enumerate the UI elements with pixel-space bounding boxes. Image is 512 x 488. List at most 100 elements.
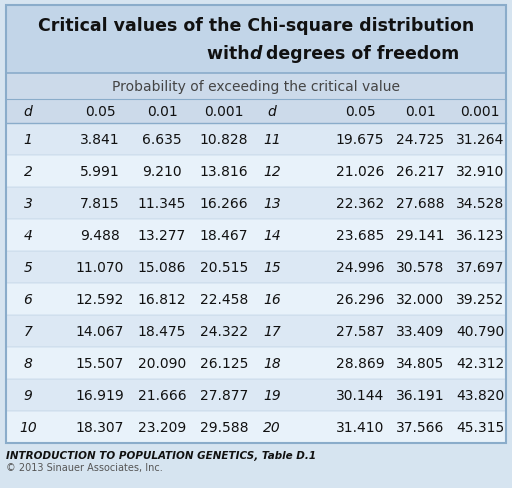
Text: 23.209: 23.209 [138,420,186,434]
Text: 8: 8 [24,356,32,370]
Text: 34.805: 34.805 [396,356,444,370]
Text: 23.685: 23.685 [336,228,384,243]
Text: 28.869: 28.869 [336,356,385,370]
Text: 39.252: 39.252 [456,292,504,306]
Text: 18.475: 18.475 [138,325,186,338]
Bar [6,74,506,100]
Text: 26.125: 26.125 [200,356,248,370]
Text: 26.296: 26.296 [336,292,384,306]
Text: 15: 15 [263,261,281,274]
Text: 45.315: 45.315 [456,420,504,434]
Text: 32.910: 32.910 [456,164,504,179]
Bar [6,220,506,251]
Text: 30.144: 30.144 [336,388,384,402]
Text: 6.635: 6.635 [142,133,182,147]
Text: 7.815: 7.815 [80,197,120,210]
Bar [6,411,506,443]
Text: 5.991: 5.991 [80,164,120,179]
Text: 13: 13 [263,197,281,210]
Text: 3.841: 3.841 [80,133,120,147]
Text: 20: 20 [263,420,281,434]
Text: 12: 12 [263,164,281,179]
Text: 26.217: 26.217 [396,164,444,179]
Text: 19.675: 19.675 [336,133,384,147]
Text: 14: 14 [263,228,281,243]
Text: 27.587: 27.587 [336,325,384,338]
Text: 40.790: 40.790 [456,325,504,338]
Text: 19: 19 [263,388,281,402]
Text: © 2013 Sinauer Associates, Inc.: © 2013 Sinauer Associates, Inc. [6,462,163,472]
Text: 36.123: 36.123 [456,228,504,243]
Text: 12.592: 12.592 [76,292,124,306]
Text: 24.996: 24.996 [336,261,384,274]
Text: 34.528: 34.528 [456,197,504,210]
Text: 16: 16 [263,292,281,306]
Text: 24.725: 24.725 [396,133,444,147]
Text: 24.322: 24.322 [200,325,248,338]
Bar [6,284,506,315]
Text: 0.01: 0.01 [146,105,177,119]
Text: 29.141: 29.141 [396,228,444,243]
Text: 37.566: 37.566 [396,420,444,434]
Text: 0.05: 0.05 [84,105,115,119]
Text: 33.409: 33.409 [396,325,444,338]
Text: 6: 6 [24,292,32,306]
Bar [6,6,506,443]
Text: 18.307: 18.307 [76,420,124,434]
Text: 2: 2 [24,164,32,179]
Text: d: d [24,105,32,119]
Text: 3: 3 [24,197,32,210]
Text: d: d [268,105,276,119]
Text: 11: 11 [263,133,281,147]
Text: 0.05: 0.05 [345,105,375,119]
Text: 9.210: 9.210 [142,164,182,179]
Text: 0.001: 0.001 [460,105,500,119]
Text: 0.001: 0.001 [204,105,244,119]
Text: 9: 9 [24,388,32,402]
Text: 30.578: 30.578 [396,261,444,274]
Text: 21.026: 21.026 [336,164,384,179]
Text: 36.191: 36.191 [396,388,444,402]
Text: 20.515: 20.515 [200,261,248,274]
Text: Critical values of the Chi-square distribution: Critical values of the Chi-square distri… [38,17,474,35]
Bar [6,379,506,411]
Bar [6,347,506,379]
Bar [6,156,506,187]
Text: 16.919: 16.919 [76,388,124,402]
Text: 4: 4 [24,228,32,243]
Text: 11.070: 11.070 [76,261,124,274]
Text: 31.264: 31.264 [456,133,504,147]
Text: 9.488: 9.488 [80,228,120,243]
Text: 16.812: 16.812 [138,292,186,306]
Bar [6,6,506,74]
Text: 16.266: 16.266 [200,197,248,210]
Text: 42.312: 42.312 [456,356,504,370]
Text: 13.816: 13.816 [200,164,248,179]
Text: 31.410: 31.410 [336,420,384,434]
Text: d: d [250,45,262,63]
Text: 29.588: 29.588 [200,420,248,434]
Text: 27.877: 27.877 [200,388,248,402]
Text: 32.000: 32.000 [396,292,444,306]
Text: 0.01: 0.01 [404,105,435,119]
Text: 13.277: 13.277 [138,228,186,243]
Bar [6,187,506,220]
Text: 43.820: 43.820 [456,388,504,402]
Text: 22.362: 22.362 [336,197,384,210]
Text: 20.090: 20.090 [138,356,186,370]
Text: 15.086: 15.086 [138,261,186,274]
Text: Probability of exceeding the critical value: Probability of exceeding the critical va… [112,80,400,94]
Text: 22.458: 22.458 [200,292,248,306]
Text: with: with [207,45,256,63]
Text: 17: 17 [263,325,281,338]
Text: 37.697: 37.697 [456,261,504,274]
Text: 15.507: 15.507 [76,356,124,370]
Text: 21.666: 21.666 [138,388,186,402]
Text: 27.688: 27.688 [396,197,444,210]
Text: 1: 1 [24,133,32,147]
Text: 18: 18 [263,356,281,370]
Bar [6,124,506,156]
Text: 14.067: 14.067 [76,325,124,338]
Text: 7: 7 [24,325,32,338]
Text: 11.345: 11.345 [138,197,186,210]
